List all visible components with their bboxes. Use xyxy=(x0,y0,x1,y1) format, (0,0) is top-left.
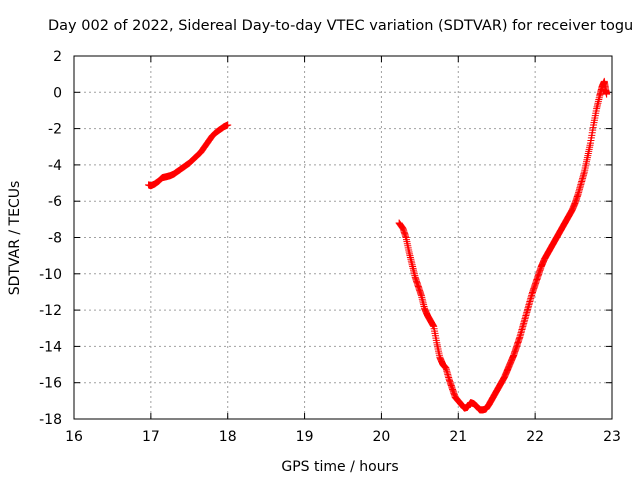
y-tick-label: -14 xyxy=(39,339,62,355)
grid-lines xyxy=(74,56,612,419)
data-point-plus xyxy=(224,121,232,129)
y-tick-labels: 2 0 -2 -4 -6 -8 -10 -12 -14 -16 -18 xyxy=(39,49,62,428)
y-tick-label: 0 xyxy=(53,85,62,101)
x-tick-label: 23 xyxy=(603,429,621,445)
y-tick-label: -12 xyxy=(39,303,62,319)
data-points xyxy=(145,77,611,414)
y-tick-label: -16 xyxy=(39,376,62,392)
x-tick-label: 16 xyxy=(65,429,83,445)
series-1 xyxy=(145,121,232,190)
x-tick-labels: 16 17 18 19 20 21 22 23 xyxy=(65,429,621,445)
x-tick-label: 18 xyxy=(219,429,237,445)
data-point-plus xyxy=(603,90,611,98)
x-tick-label: 20 xyxy=(373,429,391,445)
y-tick-label: -8 xyxy=(48,231,62,247)
axis-ticks xyxy=(73,55,613,420)
x-axis-label: GPS time / hours xyxy=(281,459,398,475)
y-tick-label: -18 xyxy=(39,412,62,428)
data-point-plus xyxy=(398,223,406,231)
chart-title: Day 002 of 2022, Sidereal Day-to-day VTE… xyxy=(48,18,633,34)
x-tick-label: 22 xyxy=(526,429,544,445)
y-tick-label: -2 xyxy=(48,122,62,138)
y-tick-label: 2 xyxy=(53,49,62,65)
y-tick-label: -4 xyxy=(48,158,62,174)
series-2 xyxy=(395,77,611,414)
y-tick-label: -10 xyxy=(39,267,62,283)
x-tick-label: 19 xyxy=(296,429,314,445)
x-tick-label: 21 xyxy=(449,429,467,445)
y-tick-label: -6 xyxy=(48,194,62,210)
y-axis-label: SDTVAR / TECUs xyxy=(7,181,23,296)
x-tick-label: 17 xyxy=(142,429,160,445)
